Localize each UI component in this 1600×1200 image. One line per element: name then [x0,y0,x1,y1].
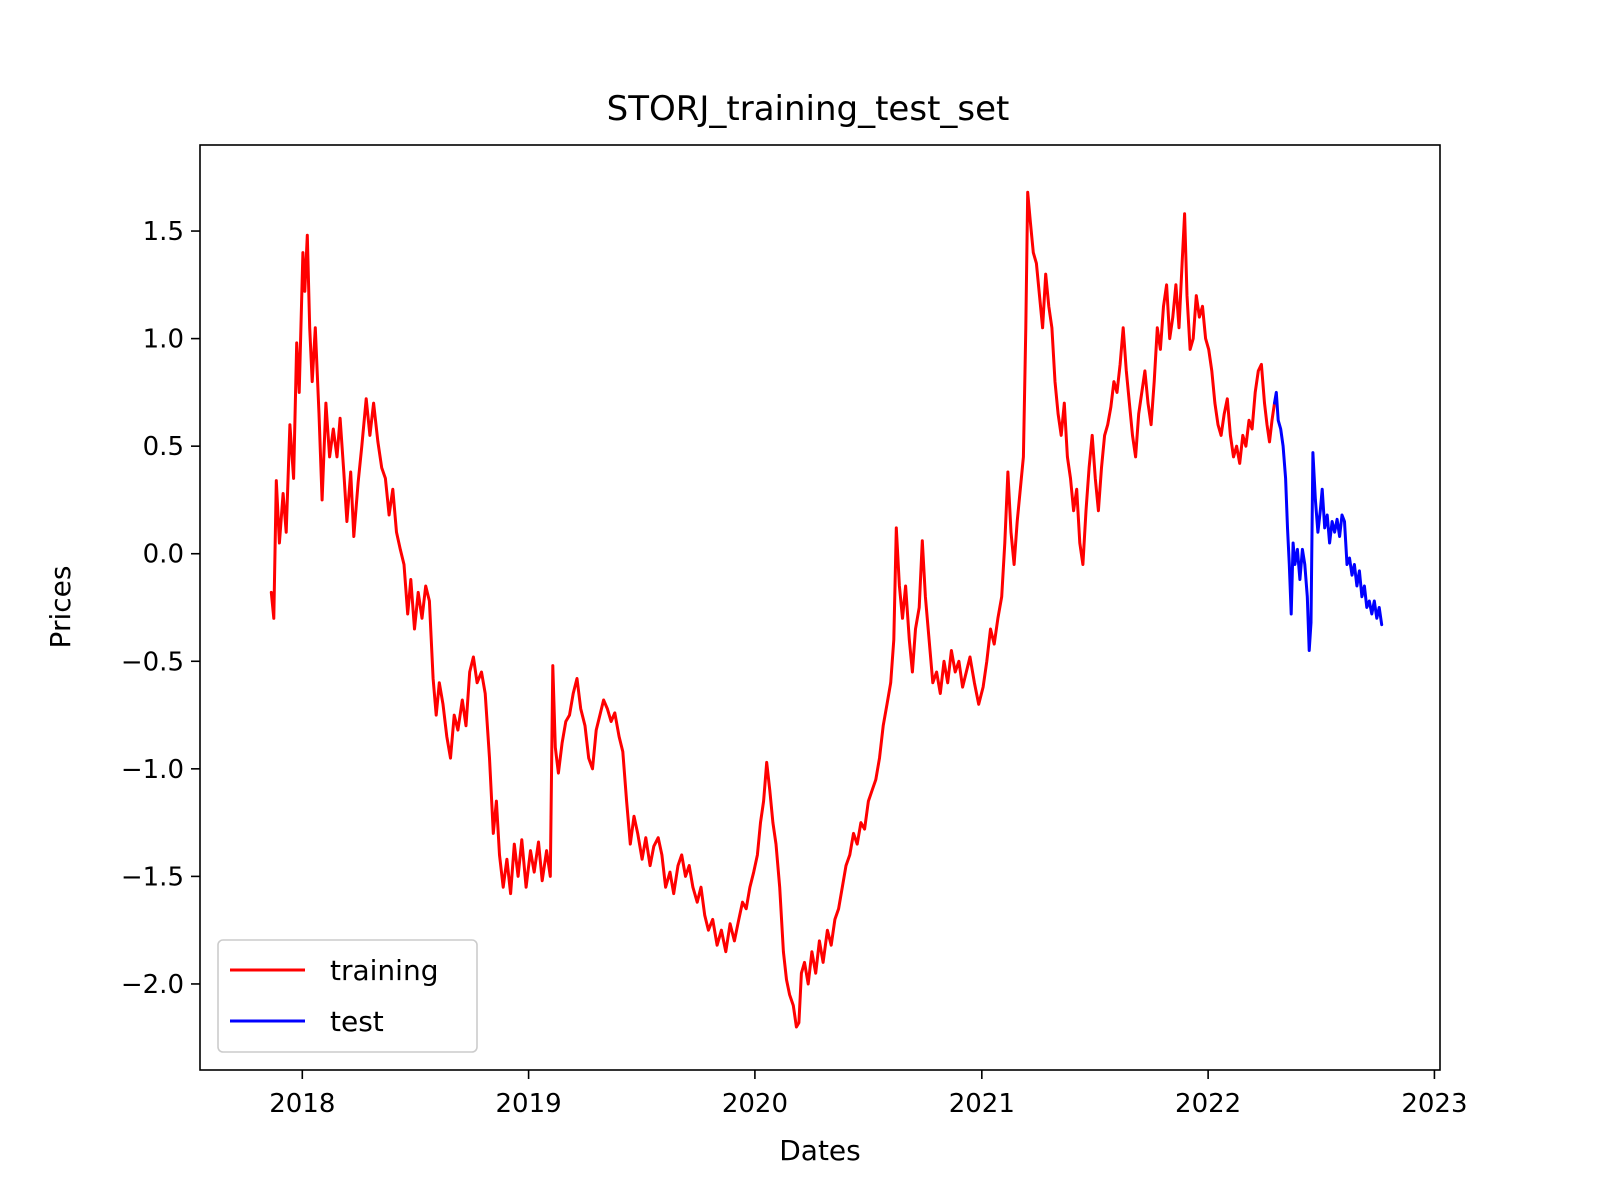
x-tick-label: 2022 [1175,1089,1241,1119]
legend-box [217,939,478,1053]
legend: training test [217,939,478,1053]
y-tick-label: −1.5 [121,862,184,892]
series-layer [269,190,1384,1029]
y-tick-label: 0.0 [143,540,184,570]
x-tick-label: 2023 [1401,1089,1467,1119]
series-line-test [1273,390,1384,652]
y-tick-label: 1.0 [143,325,184,355]
plot-frame [199,144,1441,1071]
y-tick-label: 0.5 [143,432,184,462]
y-tick-label: −0.5 [121,647,184,677]
x-tick-label: 2019 [496,1089,562,1119]
x-tick-label: 2018 [269,1089,335,1119]
legend-label-test: test [330,1005,384,1038]
y-axis-label: Prices [44,566,77,649]
x-tick-label: 2021 [949,1089,1015,1119]
y-tick-label: −2.0 [121,970,184,1000]
series-line-training [269,190,1276,1029]
y-tick-label: 1.5 [143,217,184,247]
x-tick-label: 2020 [722,1089,788,1119]
y-axis: −2.0 −1.5 −1.0 −0.5 0.0 0.5 1.0 1.5 [121,217,200,1000]
x-axis: 2018 2019 2020 2021 2022 2023 [269,1070,1468,1119]
legend-label-training: training [330,954,438,987]
chart-title: STORJ_training_test_set [607,89,1010,129]
y-tick-label: −1.0 [121,755,184,785]
x-axis-label: Dates [779,1134,861,1167]
